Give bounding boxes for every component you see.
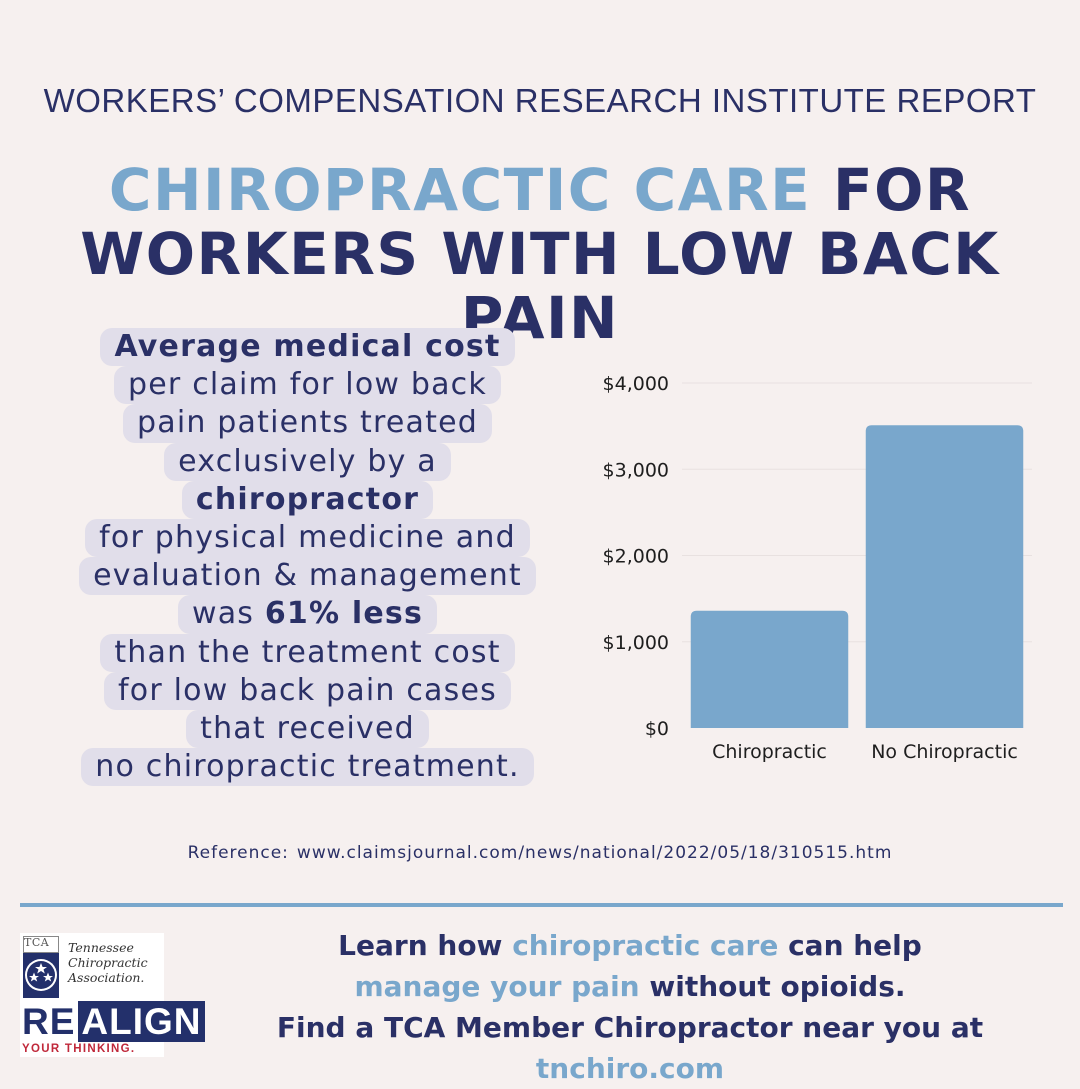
bar-chart: $0 $1,000 $2,000 $3,000 $4,000 Chiropractic No… [603,373,1032,763]
title-line-1: CHIROPRACTIC CARE FOR [0,158,1080,222]
blurb-bold-text: 61% less [264,596,424,632]
blurb-line: for physical medicine and [85,519,530,558]
logo-abbr: TCA [24,936,50,949]
blurb-bold-text: Average medical cost [114,329,501,364]
cta-highlight: manage your pain [354,970,640,1003]
y-tick-label: $0 [645,718,669,740]
cta-highlight: chiropractic care [512,929,779,962]
logo-org-name: Tennessee Chiropractic Association. [68,940,148,985]
logo-name-line: Tennessee [68,940,134,955]
cta-text: Find a TCA Member Chiropractor near you … [276,1011,984,1044]
blurb-line: chiropractor [181,480,434,520]
y-tick-label: $1,000 [603,632,669,654]
logo-name-line: Association. [68,970,145,985]
bar [690,610,849,728]
wordmark-re: RE [22,1001,76,1042]
cta-text: Learn how [338,929,513,962]
report-subtitle: WORKERS’ COMPENSATION RESEARCH INSTITUTE… [43,82,1037,119]
y-tick-label: $3,000 [603,459,669,481]
x-tick-label: No Chiropractic [871,741,1018,763]
blurb-line: evaluation & management [79,557,536,596]
cta-line-2: manage your pain without opioids. [180,966,1080,1007]
cta-line-1: Learn how chiropractic care can help [180,925,1080,966]
tennessee-flag-icon [23,936,59,998]
title-for: FOR [811,156,972,224]
blurb-line: exclusively by a [164,442,451,481]
blurb-line: that received [186,710,429,749]
logo-name-line: Chiropractic [68,955,148,970]
blurb-line: pain patients treated [123,404,492,443]
cta-text: can help [778,929,922,962]
x-tick-label: Chiropractic [712,741,827,763]
tca-logo: TCA Tennessee Chiropractic Association. … [20,933,205,1057]
stat-blurb: Average medical cost per claim for low b… [55,328,560,787]
blurb-text: was [191,596,265,632]
blurb-line: for low back pain cases [104,671,511,711]
blurb-line: no chiropractic treatment. [81,748,534,787]
reference-link[interactable]: www.claimsjournal.com/news/national/2022… [296,843,893,863]
y-tick-label: $4,000 [603,373,669,395]
page-title: CHIROPRACTIC CARE FOR WORKERS WITH LOW B… [0,158,1080,350]
reference: Reference: www.claimsjournal.com/news/nat… [0,843,1080,863]
y-tick-label: $2,000 [603,546,669,568]
divider [20,903,1063,907]
blurb-line: Average medical cost [100,328,515,367]
blurb-line: per claim for low back [114,366,501,405]
logo-tagline: YOUR THINKING. [22,1043,136,1055]
bar [865,425,1024,728]
call-to-action: Learn how chiropractic care can help man… [180,925,1080,1089]
title-line-2: WORKERS WITH LOW BACK PAIN [80,220,1000,352]
cta-link[interactable]: tnchiro.com [535,1052,725,1085]
title-accent: CHIROPRACTIC CARE [108,156,812,224]
blurb-bold-text: chiropractor [195,481,420,517]
cta-line-3: Find a TCA Member Chiropractor near you … [180,1007,1080,1089]
blurb-line: than the treatment cost [100,633,515,672]
realign-wordmark: RE ALIGN [22,1001,205,1042]
wordmark-align: ALIGN [78,1001,205,1042]
cta-text: without opioids. [639,970,906,1003]
blurb-line: was 61% less [177,595,438,634]
reference-label: Reference: [187,843,289,863]
